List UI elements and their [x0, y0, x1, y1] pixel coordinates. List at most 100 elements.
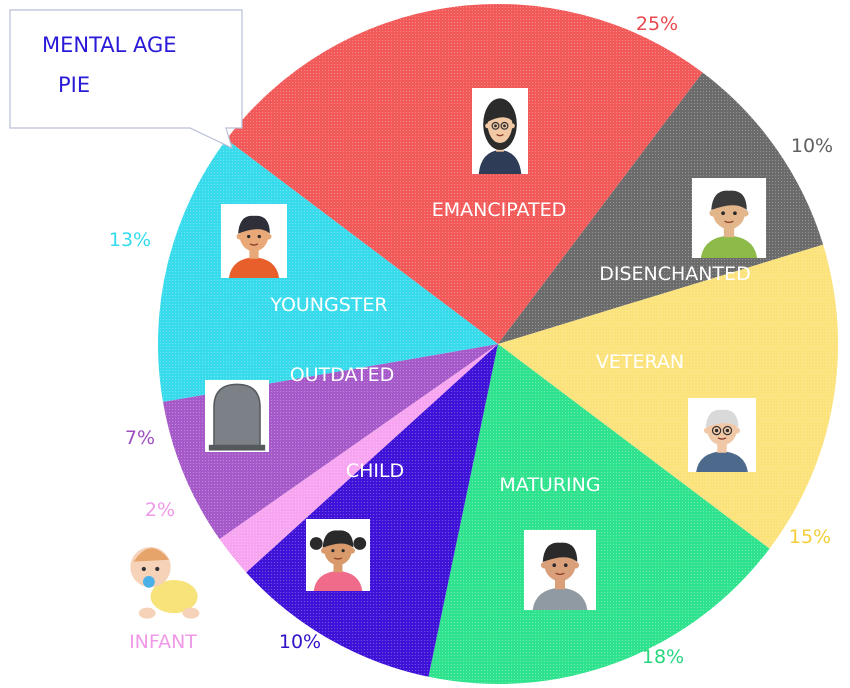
mouth: [555, 572, 565, 576]
girl-avatar-icon: [306, 519, 370, 591]
callout-bubble: MENTAL AGE PIE: [9, 9, 243, 150]
pie-slice-texture-child: [246, 344, 498, 677]
neck: [249, 246, 259, 259]
glasses-left: [491, 121, 500, 130]
glasses-left: [711, 425, 722, 436]
percent-label-youngster: 13%: [109, 229, 151, 251]
pigtail-left: [309, 537, 323, 550]
ear-right: [733, 427, 741, 434]
ear-right: [572, 561, 580, 569]
eye-right: [257, 234, 261, 239]
hair: [322, 530, 354, 548]
slice-labels: EMANCIPATED DISENCHANTED VETERAN MATURING CH…: [129, 199, 751, 653]
mouth: [717, 437, 727, 440]
eye-left: [721, 211, 725, 216]
man-avatar-icon: [524, 530, 596, 610]
pie-slice-texture-maturing: [428, 344, 770, 684]
callout-title-line2: PIE: [58, 73, 90, 97]
boy-avatar-icon: [221, 204, 287, 278]
pigtail-right: [353, 537, 367, 550]
ear-right: [265, 233, 272, 240]
mouth: [333, 557, 343, 560]
percent-label-child: 10%: [279, 631, 321, 653]
percent-labels: 25% 10% 15% 18% 10% 2% 7% 13%: [109, 13, 833, 668]
slice-label-child: CHILD: [346, 460, 404, 482]
ear-left: [540, 561, 548, 569]
shirt: [228, 257, 280, 278]
shirt: [313, 570, 363, 591]
shirt: [696, 451, 748, 472]
baby-hand: [138, 607, 156, 619]
slice-label-outdated: OUTDATED: [290, 364, 395, 386]
mouth: [724, 220, 734, 224]
eye-right: [563, 563, 568, 567]
percent-label-veteran: 15%: [789, 526, 831, 548]
slice-icons: [122, 88, 766, 626]
slice-label-infant: INFANT: [129, 631, 197, 653]
pie-slice-texture-emancipated: [226, 3, 703, 344]
shirt: [700, 235, 758, 258]
pie-slice-texture-veteran: [498, 244, 838, 549]
percent-label-maturing: 18%: [642, 646, 684, 668]
mouth: [496, 133, 504, 137]
hair: [486, 101, 514, 123]
eye-left: [494, 124, 497, 128]
slice-label-emancipated: EMANCIPATED: [432, 199, 566, 221]
eye-right: [733, 211, 737, 216]
tombstone-base: [208, 444, 266, 451]
hair: [542, 542, 578, 562]
percent-label-disenchanted: 10%: [791, 135, 833, 157]
shirt: [532, 587, 588, 610]
hair: [238, 215, 270, 234]
baby-foot: [182, 607, 200, 619]
hair: [705, 409, 739, 428]
hair: [711, 190, 747, 210]
pie-slice-texture-infant: [219, 344, 499, 573]
ear-right: [741, 209, 749, 217]
pie-texture: [157, 3, 838, 684]
baby-crawling-icon: [122, 534, 206, 626]
neck: [333, 560, 343, 573]
eye-right: [341, 549, 345, 553]
tombstone: [213, 383, 261, 450]
slice-label-maturing: MATURING: [499, 474, 600, 496]
eye-left: [331, 549, 335, 553]
ear-right: [509, 123, 515, 129]
glasses-right: [722, 425, 733, 436]
rip-tombstone-icon: [205, 380, 269, 452]
neck: [554, 576, 566, 590]
eye-left: [247, 234, 251, 239]
ear-left: [236, 233, 243, 240]
baby-hair: [133, 548, 170, 562]
percent-label-emancipated: 25%: [636, 13, 678, 35]
baby-diaper: [150, 580, 198, 614]
eye-left: [552, 563, 557, 567]
glasses-right: [500, 121, 509, 130]
ear-right: [349, 547, 355, 554]
pacifier: [143, 575, 155, 588]
eye-right: [503, 124, 506, 128]
ear-left: [321, 547, 327, 554]
pie-slice-texture-disenchanted: [498, 72, 824, 345]
baby-eye-left: [141, 566, 146, 572]
ear-left: [709, 209, 717, 217]
baby-eye-right: [155, 566, 160, 572]
percent-label-outdated: 7%: [125, 427, 155, 449]
slice-label-youngster: YOUNGSTER: [269, 294, 387, 316]
old-man-green-sweater-avatar-icon: [692, 178, 766, 258]
grandpa-avatar-icon: [688, 398, 756, 472]
ear-left: [703, 427, 711, 434]
woman-glasses-avatar-icon: [472, 88, 528, 174]
mouth: [249, 243, 259, 246]
slice-label-disenchanted: DISENCHANTED: [599, 263, 751, 285]
callout-title-line1: MENTAL AGE: [42, 33, 177, 57]
shirt: [478, 149, 522, 174]
eye-right: [725, 428, 730, 433]
ear-left: [485, 123, 491, 129]
neck: [723, 224, 735, 238]
neck: [717, 440, 727, 453]
percent-label-infant: 2%: [145, 499, 175, 521]
slice-label-veteran: VETERAN: [596, 351, 684, 373]
eye-left: [714, 428, 719, 433]
